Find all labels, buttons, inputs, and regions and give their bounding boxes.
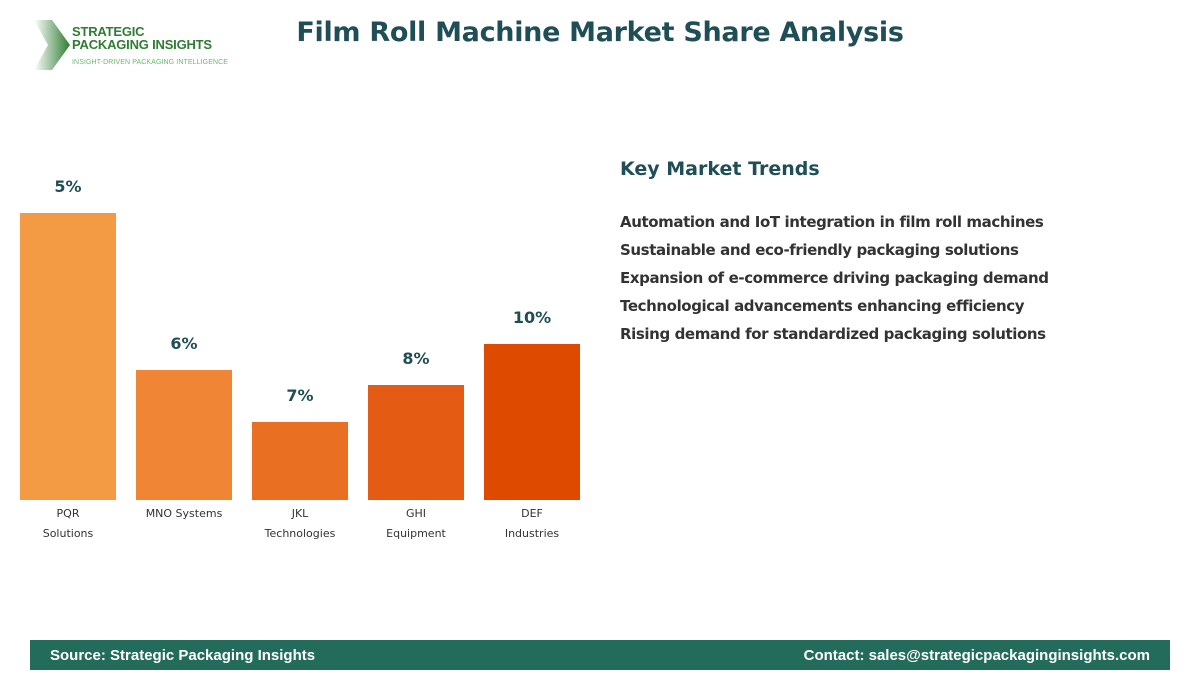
- bar-category-label: DEF Industries: [474, 504, 590, 544]
- chevron-logo-icon: [34, 20, 70, 70]
- label-line2: Technologies: [264, 527, 336, 540]
- bar-value-label: 10%: [512, 308, 552, 327]
- bar-def-industries: [484, 344, 580, 500]
- label-line1: PQR: [56, 507, 80, 520]
- bar-category-label: MNO Systems: [126, 504, 242, 524]
- label-line2: Equipment: [386, 527, 446, 540]
- bar-ghi-equipment: [368, 385, 464, 500]
- label-line1: MNO Systems: [145, 507, 223, 520]
- label-line1: GHI: [405, 507, 427, 520]
- bar-category-label: JKL Technologies: [242, 504, 358, 544]
- bar-pqr-solutions: [20, 213, 116, 500]
- logo-tagline: INSIGHT-DRIVEN PACKAGING INTELLIGENCE: [72, 59, 229, 66]
- logo-text-line2: PACKAGING INSIGHTS: [72, 37, 212, 52]
- bar-mno-systems: [136, 370, 232, 500]
- trend-item: Automation and IoT integration in film r…: [620, 213, 1044, 231]
- trend-item: Sustainable and eco-friendly packaging s…: [620, 241, 1019, 259]
- trend-item: Expansion of e-commerce driving packagin…: [620, 269, 1049, 287]
- page-title: Film Roll Machine Market Share Analysis: [296, 17, 904, 48]
- label-line2: Industries: [504, 527, 560, 540]
- label-line1: JKL: [291, 507, 309, 520]
- footer-bar: Source: Strategic Packaging Insights Con…: [30, 640, 1170, 670]
- bar-category-label: PQR Solutions: [10, 504, 126, 544]
- trend-item: Rising demand for standardized packaging…: [620, 325, 1046, 343]
- logo-text-line1: STRATEGIC: [72, 24, 145, 39]
- brand-logo: STRATEGIC PACKAGING INSIGHTS INSIGHT-DRI…: [30, 18, 230, 72]
- bar-jkl-technologies: [252, 422, 348, 500]
- contact-email-link[interactable]: Contact: sales@strategicpackaginginsight…: [803, 646, 1150, 664]
- label-line2: Solutions: [42, 527, 94, 540]
- bar-value-label: 5%: [54, 177, 82, 196]
- bar-value-label: 6%: [170, 334, 198, 353]
- bar-category-label: GHI Equipment: [358, 504, 474, 544]
- key-market-trends: Key Market Trends Automation and IoT int…: [620, 158, 1140, 348]
- trend-item: Technological advancements enhancing eff…: [620, 297, 1025, 315]
- bar-value-label: 8%: [402, 349, 430, 368]
- trends-heading: Key Market Trends: [620, 158, 820, 180]
- label-line1: DEF: [521, 507, 543, 520]
- bar-chart: 5% PQR Solutions 6% MNO Systems 7% JKL T…: [0, 150, 600, 570]
- bar-value-label: 7%: [286, 386, 314, 405]
- trends-list: Automation and IoT integration in film r…: [620, 208, 1140, 348]
- source-text: Source: Strategic Packaging Insights: [50, 646, 316, 664]
